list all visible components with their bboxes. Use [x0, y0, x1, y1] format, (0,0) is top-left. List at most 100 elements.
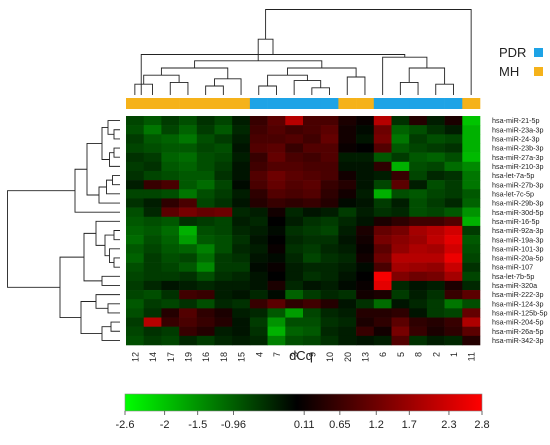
heatmap-cell: [409, 125, 428, 135]
heatmap-cell: [161, 326, 180, 337]
heatmap-cell: [373, 225, 392, 236]
heatmap-cell: [426, 271, 445, 282]
heatmap-cell: [303, 290, 321, 300]
heatmap-cell: [444, 152, 463, 163]
heatmap-cell: [391, 317, 410, 327]
heatmap-cell: [285, 189, 304, 199]
heatmap-cell: [356, 290, 375, 300]
legend-label: MH: [499, 64, 519, 79]
heatmap-cell: [444, 143, 463, 153]
column-label: 19: [183, 352, 193, 362]
heatmap-cell: [232, 299, 251, 309]
heatmap-cell: [161, 308, 180, 318]
heatmap-cell: [303, 189, 321, 199]
heatmap-cell: [426, 326, 445, 337]
heatmap-cell: [426, 180, 445, 190]
dendrogram-branch: [205, 85, 224, 95]
heatmap-cell: [232, 116, 251, 126]
heatmap-cell: [232, 271, 251, 282]
heatmap-cell: [303, 262, 321, 273]
heatmap-cell: [462, 244, 481, 254]
heatmap-cell: [232, 125, 251, 135]
dendrogram-branch: [382, 56, 428, 95]
heatmap-cell: [214, 170, 233, 181]
heatmap-cell: [126, 225, 144, 236]
colorbar-tick-label: -1.5: [188, 419, 207, 431]
heatmap-cell: [303, 152, 321, 163]
heatmap-cell: [338, 335, 357, 346]
heatmap-cell: [232, 290, 251, 300]
heatmap-cell: [462, 299, 481, 309]
heatmap-cell: [232, 189, 251, 199]
heatmap-cell: [462, 335, 481, 346]
heatmap-cell: [426, 207, 445, 218]
heatmap-cell: [196, 308, 215, 318]
row-label: hsa-let-7b-5p: [492, 272, 534, 281]
row-label: hsa-miR-27a-3p: [492, 153, 544, 162]
heatmap-cell: [143, 152, 162, 163]
heatmap-cell: [320, 308, 339, 318]
heatmap-cell: [338, 280, 357, 291]
heatmap-cell: [249, 116, 268, 126]
heatmap-cell: [303, 225, 321, 236]
heatmap-cell: [232, 308, 251, 318]
heatmap-cell: [214, 290, 233, 300]
heatmap-cell: [356, 271, 375, 282]
dendrogram-branch: [160, 67, 229, 79]
heatmap-cell: [373, 198, 392, 208]
heatmap-cell: [462, 198, 481, 208]
dendrogram-branch: [95, 220, 120, 246]
heatmap-cell: [143, 225, 162, 236]
heatmap-cell: [179, 280, 198, 291]
heatmap-cell: [320, 235, 339, 245]
heatmap-cell: [196, 180, 215, 190]
group-cell: [196, 98, 215, 109]
heatmap-cell: [303, 180, 321, 190]
heatmap-cell: [249, 235, 268, 245]
heatmap-cell: [356, 161, 375, 172]
heatmap-cell: [143, 299, 162, 309]
heatmap-cell: [179, 244, 198, 254]
heatmap-cell: [338, 170, 357, 181]
heatmap-cell: [409, 299, 428, 309]
heatmap-cell: [409, 317, 428, 327]
heatmap-cell: [373, 143, 392, 153]
heatmap-cell: [444, 280, 463, 291]
dendrogram-branch: [214, 78, 242, 95]
heatmap-cell: [426, 253, 445, 263]
heatmap-cell: [391, 216, 410, 227]
group-cell: [249, 98, 268, 109]
heatmap-cell: [391, 116, 410, 126]
heatmap-cell: [462, 170, 481, 181]
colorbar-tick-label: 2.3: [441, 419, 456, 431]
heatmap-cell: [303, 125, 321, 135]
heatmap-cell: [356, 170, 375, 181]
heatmap-cell: [409, 216, 428, 227]
heatmap-cell: [391, 290, 410, 300]
dendrogram-branch: [80, 301, 102, 334]
heatmap-cell: [320, 262, 339, 273]
heatmap-cell: [143, 235, 162, 245]
heatmap-cell: [126, 180, 144, 190]
heatmap-cell: [143, 125, 162, 135]
heatmap-cell: [232, 280, 251, 291]
heatmap-cell: [196, 170, 215, 181]
heatmap-cell: [232, 152, 251, 163]
heatmap-cell: [462, 308, 481, 318]
heatmap-cell: [126, 152, 144, 163]
heatmap-cell: [391, 271, 410, 282]
heatmap-cell: [320, 253, 339, 263]
heatmap-cell: [303, 170, 321, 181]
heatmap-cell: [303, 244, 321, 254]
heatmap-cell: [267, 180, 286, 190]
heatmap-cell: [338, 235, 357, 245]
heatmap-cell: [249, 308, 268, 318]
heatmap-cell: [426, 308, 445, 318]
heatmap-cell: [444, 189, 463, 199]
row-label: hsa-miR-27b-3p: [492, 180, 544, 189]
heatmap-cell: [373, 335, 392, 346]
heatmap-cell: [444, 170, 463, 181]
heatmap-cell: [356, 262, 375, 273]
heatmap-cell: [303, 280, 321, 291]
group-cell: [409, 98, 428, 109]
